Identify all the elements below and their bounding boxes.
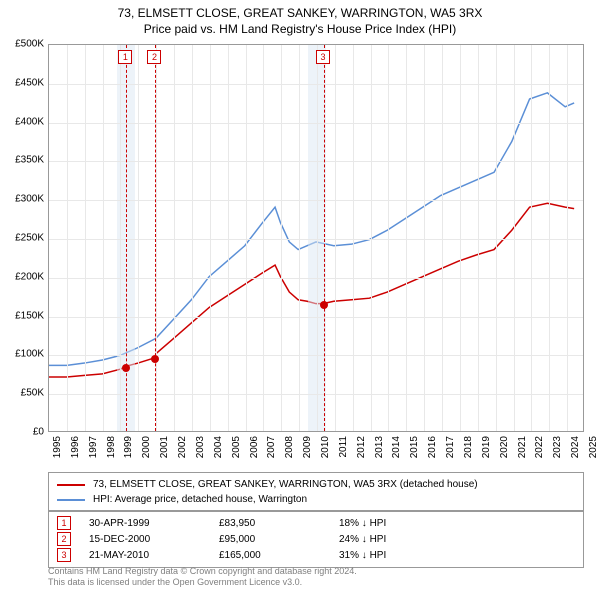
x-axis-label: 2024 bbox=[570, 436, 581, 458]
chart-marker-line bbox=[324, 45, 325, 431]
chart-marker-box-1: 1 bbox=[118, 50, 132, 64]
x-axis-label: 2011 bbox=[338, 436, 349, 458]
legend-item-property: 73, ELMSETT CLOSE, GREAT SANKEY, WARRING… bbox=[57, 477, 575, 492]
chart-container: 73, ELMSETT CLOSE, GREAT SANKEY, WARRING… bbox=[0, 0, 600, 590]
event-date-3: 21-MAY-2010 bbox=[89, 550, 219, 561]
y-axis-label: £300K bbox=[15, 194, 44, 205]
x-axis-label: 2006 bbox=[249, 436, 260, 458]
x-axis-label: 2018 bbox=[463, 436, 474, 458]
title-subtitle: Price paid vs. HM Land Registry's House … bbox=[0, 22, 600, 36]
title-area: 73, ELMSETT CLOSE, GREAT SANKEY, WARRING… bbox=[0, 0, 600, 36]
event-date-2: 15-DEC-2000 bbox=[89, 534, 219, 545]
x-axis-label: 2017 bbox=[445, 436, 456, 458]
x-axis-label: 2009 bbox=[302, 436, 313, 458]
title-address: 73, ELMSETT CLOSE, GREAT SANKEY, WARRING… bbox=[0, 6, 600, 20]
x-axis-label: 2019 bbox=[481, 436, 492, 458]
chart-marker-line bbox=[126, 45, 127, 431]
sale-dot bbox=[151, 355, 159, 363]
x-axis-label: 2016 bbox=[427, 436, 438, 458]
event-price-3: £165,000 bbox=[219, 550, 339, 561]
x-axis-label: 2021 bbox=[517, 436, 528, 458]
x-axis-label: 2022 bbox=[534, 436, 545, 458]
x-axis-label: 2002 bbox=[177, 436, 188, 458]
event-date-1: 30-APR-1999 bbox=[89, 518, 219, 529]
legend-item-hpi: HPI: Average price, detached house, Warr… bbox=[57, 492, 575, 507]
y-axis-label: £250K bbox=[15, 233, 44, 244]
y-axis-label: £150K bbox=[15, 310, 44, 321]
x-axis-label: 2014 bbox=[391, 436, 402, 458]
x-axis-label: 2015 bbox=[409, 436, 420, 458]
x-axis-label: 2013 bbox=[374, 436, 385, 458]
event-row-3: 3 21-MAY-2010 £165,000 31% ↓ HPI bbox=[57, 547, 575, 563]
x-axis-label: 2003 bbox=[195, 436, 206, 458]
x-axis-label: 1996 bbox=[70, 436, 81, 458]
x-axis-label: 2005 bbox=[231, 436, 242, 458]
x-axis-label: 1997 bbox=[88, 436, 99, 458]
y-axis-label: £350K bbox=[15, 155, 44, 166]
event-delta-1: 18% ↓ HPI bbox=[339, 518, 386, 529]
chart-plot-area bbox=[48, 44, 584, 432]
legend-label-hpi: HPI: Average price, detached house, Warr… bbox=[93, 494, 307, 505]
event-price-2: £95,000 bbox=[219, 534, 339, 545]
chart-marker-box-3: 3 bbox=[316, 50, 330, 64]
legend-swatch-property bbox=[57, 484, 85, 486]
y-axis-label: £0 bbox=[33, 427, 44, 438]
footer-attribution: Contains HM Land Registry data © Crown c… bbox=[48, 566, 357, 588]
chart-marker-box-2: 2 bbox=[147, 50, 161, 64]
y-axis-label: £50K bbox=[21, 388, 44, 399]
x-axis-label: 2000 bbox=[141, 436, 152, 458]
y-axis-label: £500K bbox=[15, 39, 44, 50]
event-marker-2: 2 bbox=[57, 532, 71, 546]
event-row-1: 1 30-APR-1999 £83,950 18% ↓ HPI bbox=[57, 515, 575, 531]
event-marker-3: 3 bbox=[57, 548, 71, 562]
x-axis-label: 2020 bbox=[499, 436, 510, 458]
x-axis-label: 2007 bbox=[266, 436, 277, 458]
y-axis-label: £200K bbox=[15, 271, 44, 282]
legend-label-property: 73, ELMSETT CLOSE, GREAT SANKEY, WARRING… bbox=[93, 479, 478, 490]
x-axis-label: 2010 bbox=[320, 436, 331, 458]
chart-marker-line bbox=[155, 45, 156, 431]
x-axis-label: 2004 bbox=[213, 436, 224, 458]
x-axis-label: 2001 bbox=[159, 436, 170, 458]
events-box: 1 30-APR-1999 £83,950 18% ↓ HPI 2 15-DEC… bbox=[48, 510, 584, 568]
event-price-1: £83,950 bbox=[219, 518, 339, 529]
x-axis-label: 1998 bbox=[106, 436, 117, 458]
footer-line1: Contains HM Land Registry data © Crown c… bbox=[48, 566, 357, 577]
y-axis-label: £100K bbox=[15, 349, 44, 360]
x-axis-label: 2023 bbox=[552, 436, 563, 458]
x-axis-label: 2012 bbox=[356, 436, 367, 458]
y-axis-label: £400K bbox=[15, 116, 44, 127]
sale-dot bbox=[320, 301, 328, 309]
footer-line2: This data is licensed under the Open Gov… bbox=[48, 577, 357, 588]
sale-dot bbox=[122, 364, 130, 372]
legend-swatch-hpi bbox=[57, 499, 85, 501]
legend-box: 73, ELMSETT CLOSE, GREAT SANKEY, WARRING… bbox=[48, 472, 584, 512]
x-axis-label: 1995 bbox=[52, 436, 63, 458]
event-delta-2: 24% ↓ HPI bbox=[339, 534, 386, 545]
event-row-2: 2 15-DEC-2000 £95,000 24% ↓ HPI bbox=[57, 531, 575, 547]
x-axis-label: 2025 bbox=[588, 436, 599, 458]
event-delta-3: 31% ↓ HPI bbox=[339, 550, 386, 561]
event-marker-1: 1 bbox=[57, 516, 71, 530]
y-axis-label: £450K bbox=[15, 77, 44, 88]
x-axis-label: 2008 bbox=[284, 436, 295, 458]
x-axis-label: 1999 bbox=[123, 436, 134, 458]
